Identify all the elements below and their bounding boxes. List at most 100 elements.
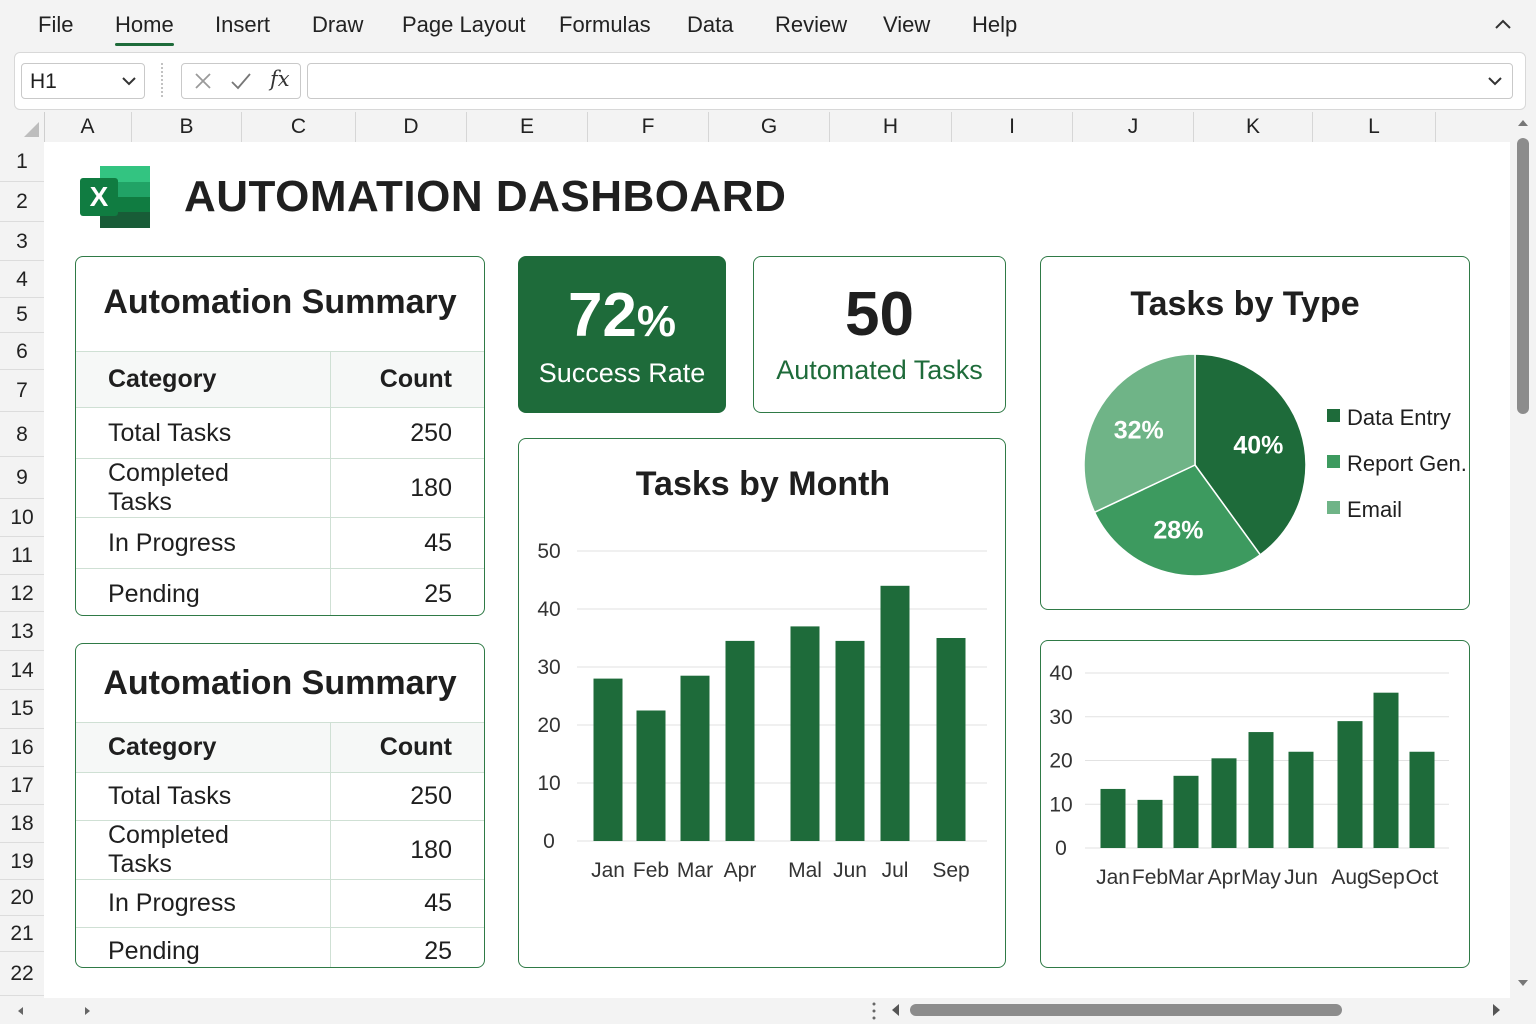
menu-insert[interactable]: Insert (215, 12, 271, 37)
vertical-scroll-thumb[interactable] (1517, 138, 1529, 414)
check-icon[interactable] (228, 68, 254, 94)
bar-jul[interactable] (880, 585, 910, 841)
x-tick-label: Feb (633, 859, 669, 882)
menu-data[interactable]: Data (687, 12, 734, 37)
table-row[interactable]: Pending 25 (76, 568, 484, 615)
menu-view[interactable]: View (883, 12, 931, 37)
summary-panel-2: Automation Summary Category Count Total … (75, 643, 485, 968)
row-header-10[interactable]: 10 (0, 499, 44, 537)
row-header-19[interactable]: 19 (0, 843, 44, 880)
row-header-3[interactable]: 3 (0, 222, 44, 261)
header-category: Category (76, 722, 331, 773)
bar-jan[interactable] (1100, 788, 1126, 848)
table-row[interactable]: In Progress 45 (76, 517, 484, 569)
scroll-right-icon[interactable] (1488, 1002, 1504, 1018)
scroll-left-icon[interactable] (888, 1002, 904, 1018)
name-box[interactable]: H1 (21, 63, 145, 99)
bar-sep[interactable] (936, 638, 966, 841)
scroll-up-icon[interactable] (1516, 116, 1530, 130)
row-header-7[interactable]: 7 (0, 370, 44, 412)
bar-jun[interactable] (1288, 751, 1314, 848)
column-header-h[interactable]: H (830, 112, 952, 142)
collapse-ribbon-icon[interactable] (1492, 14, 1514, 36)
sheet-nav-right-icon[interactable] (80, 1004, 94, 1018)
bar-jun[interactable] (835, 640, 865, 841)
row-header-18[interactable]: 18 (0, 805, 44, 843)
column-header-c[interactable]: C (242, 112, 356, 142)
horizontal-scroll-thumb[interactable] (910, 1004, 1342, 1016)
menu-draw[interactable]: Draw (312, 12, 364, 37)
chart-monthly-bars: 0 10 20 30 40 Jan Feb Mar Apr May Jun Aug Sep Oct (1040, 640, 1470, 968)
row-header-17[interactable]: 17 (0, 767, 44, 805)
bar-sep[interactable] (1373, 692, 1399, 848)
formula-input[interactable] (307, 63, 1513, 99)
column-header-e[interactable]: E (467, 112, 588, 142)
chevron-down-icon[interactable] (120, 72, 138, 90)
worksheet[interactable]: X AUTOMATION DASHBOARD Automation Summar… (44, 142, 1510, 998)
pie-slice-data-entry[interactable] (1194, 353, 1307, 556)
column-header-j[interactable]: J (1073, 112, 1194, 142)
bar-jan[interactable] (593, 678, 623, 841)
table-row[interactable]: In Progress 45 (76, 879, 484, 928)
bar-feb[interactable] (636, 710, 666, 842)
row-header-21[interactable]: 21 (0, 916, 44, 952)
row-header-22[interactable]: 22 (0, 952, 44, 996)
row-header-8[interactable]: 8 (0, 412, 44, 457)
row-header-1[interactable]: 1 (0, 142, 44, 182)
sheet-nav-left-icon[interactable] (14, 1004, 28, 1018)
pie-slice-report-gen[interactable] (1093, 464, 1262, 577)
bar-may[interactable] (1248, 732, 1274, 848)
bar-feb[interactable] (1137, 799, 1163, 848)
bar-aug[interactable] (1337, 721, 1363, 848)
row-header-13[interactable]: 13 (0, 612, 44, 651)
select-all-corner[interactable] (0, 112, 45, 142)
column-header-k[interactable]: K (1194, 112, 1313, 142)
row-header-6[interactable]: 6 (0, 333, 44, 370)
column-header-d[interactable]: D (356, 112, 467, 142)
column-header-f[interactable]: F (588, 112, 709, 142)
cancel-icon[interactable] (190, 68, 216, 94)
column-header-i[interactable]: I (952, 112, 1073, 142)
table-row[interactable]: Completed Tasks 180 (76, 820, 484, 880)
row-header-11[interactable]: 11 (0, 537, 44, 575)
bar-apr[interactable] (725, 640, 755, 841)
bar-oct[interactable] (1409, 751, 1435, 848)
header-count: Count (330, 351, 484, 408)
table-row[interactable]: Total Tasks 250 (76, 772, 484, 821)
insert-function-button[interactable]: fx (270, 67, 290, 91)
bar-mar[interactable] (1173, 775, 1199, 848)
row-header-16[interactable]: 16 (0, 729, 44, 767)
menu-formulas[interactable]: Formulas (559, 12, 651, 37)
pie-slice-email[interactable] (1083, 353, 1196, 514)
row-header-20[interactable]: 20 (0, 880, 44, 916)
row-header-2[interactable]: 2 (0, 182, 44, 222)
vertical-scrollbar[interactable] (1512, 112, 1536, 998)
bar-mar[interactable] (680, 675, 710, 841)
column-header-a[interactable]: A (44, 112, 132, 142)
column-header-b[interactable]: B (132, 112, 242, 142)
row-header-14[interactable]: 14 (0, 651, 44, 690)
row-header-5[interactable]: 5 (0, 298, 44, 333)
splitter-handle-icon[interactable] (870, 1000, 878, 1022)
menu-home[interactable]: Home (115, 12, 174, 46)
table-row[interactable]: Pending 25 (76, 927, 484, 967)
menu-file[interactable]: File (38, 12, 74, 37)
row-header-9[interactable]: 9 (0, 457, 44, 499)
column-header-l[interactable]: L (1313, 112, 1436, 142)
row-header-4[interactable]: 4 (0, 261, 44, 298)
kpi-automated-label: Automated Tasks (776, 355, 983, 385)
legend-swatch (1327, 455, 1340, 468)
table-row[interactable]: Total Tasks 250 (76, 407, 484, 459)
expand-formula-icon[interactable] (1486, 72, 1504, 90)
menu-page-layout[interactable]: Page Layout (402, 12, 526, 37)
bar-mal[interactable] (790, 626, 820, 841)
table-row[interactable]: Completed Tasks 180 (76, 458, 484, 518)
bar-apr[interactable] (1211, 758, 1237, 848)
scroll-down-icon[interactable] (1516, 976, 1530, 990)
menu-review[interactable]: Review (775, 12, 848, 37)
row-header-12[interactable]: 12 (0, 575, 44, 612)
pie-slice-label: 28% (1153, 517, 1203, 545)
menu-help[interactable]: Help (972, 12, 1018, 37)
column-header-g[interactable]: G (709, 112, 830, 142)
row-header-15[interactable]: 15 (0, 690, 44, 729)
